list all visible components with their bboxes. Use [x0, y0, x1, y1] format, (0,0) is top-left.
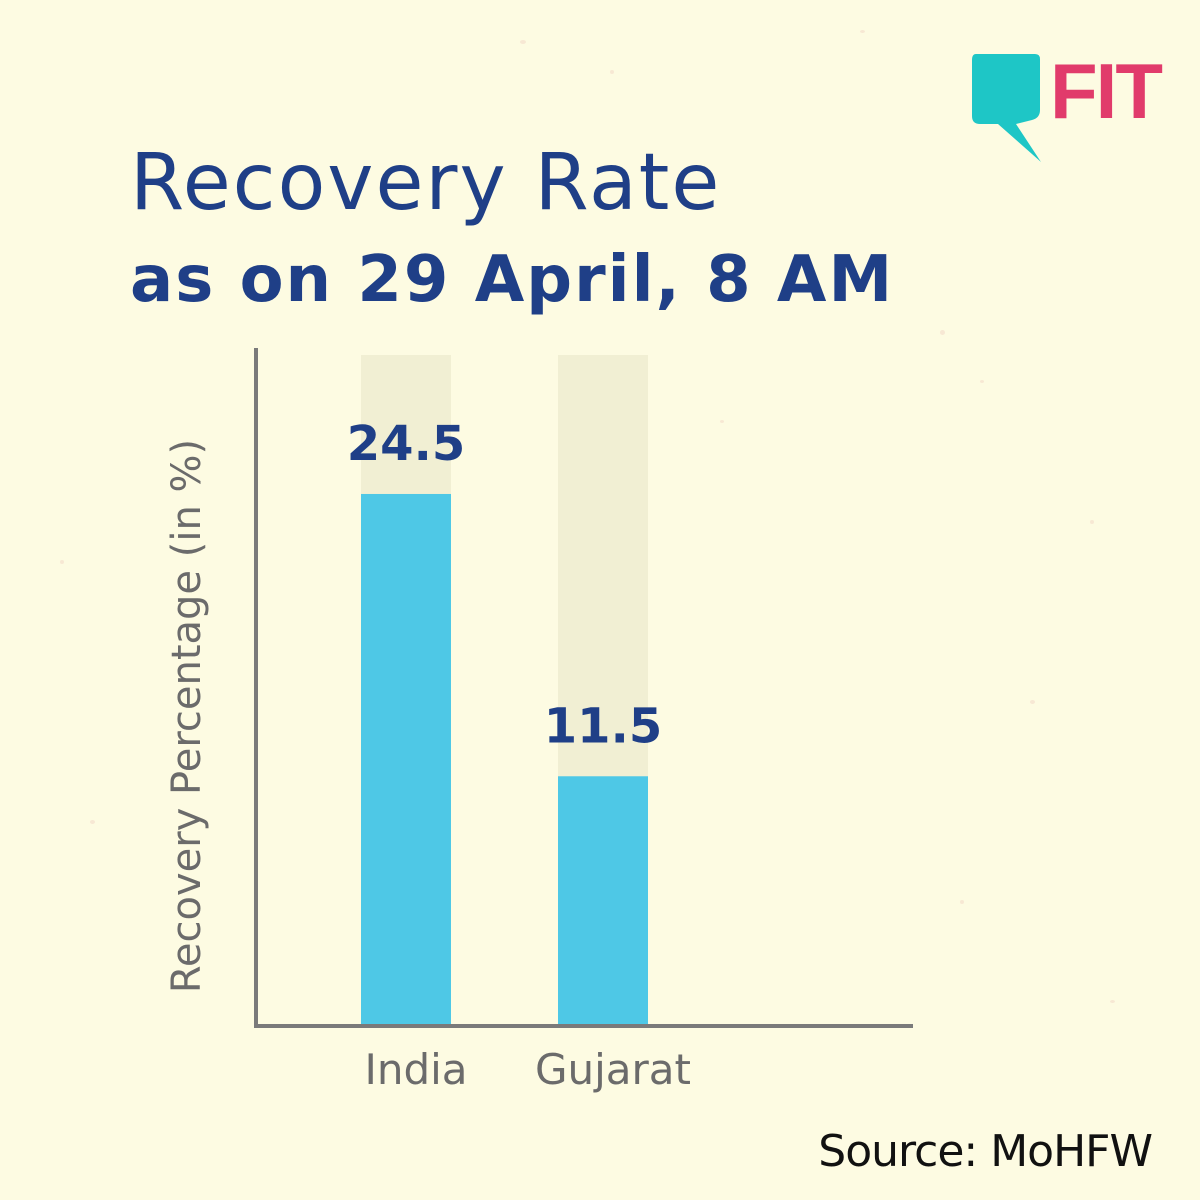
category-label-india: India [364, 1045, 467, 1094]
chart-title: Recovery Rate [130, 138, 722, 228]
y-axis-label: Recovery Percentage (in %) [164, 439, 210, 993]
bar-india [361, 493, 451, 1026]
brand-logo: FIT [968, 47, 1163, 165]
value-label-india: 24.5 [347, 416, 465, 472]
source-note: Source: MoHFW [818, 1126, 1153, 1177]
value-label-gujarat: 11.5 [544, 698, 662, 754]
bar-gujarat [558, 776, 648, 1026]
category-label-gujarat: Gujarat [535, 1045, 691, 1094]
speech-bubble-icon [972, 54, 1041, 162]
bars-layer: 24.5 11.5 [347, 355, 662, 1026]
logo-text: FIT [1050, 47, 1163, 135]
chart-subtitle: as on 29 April, 8 AM [130, 243, 895, 317]
